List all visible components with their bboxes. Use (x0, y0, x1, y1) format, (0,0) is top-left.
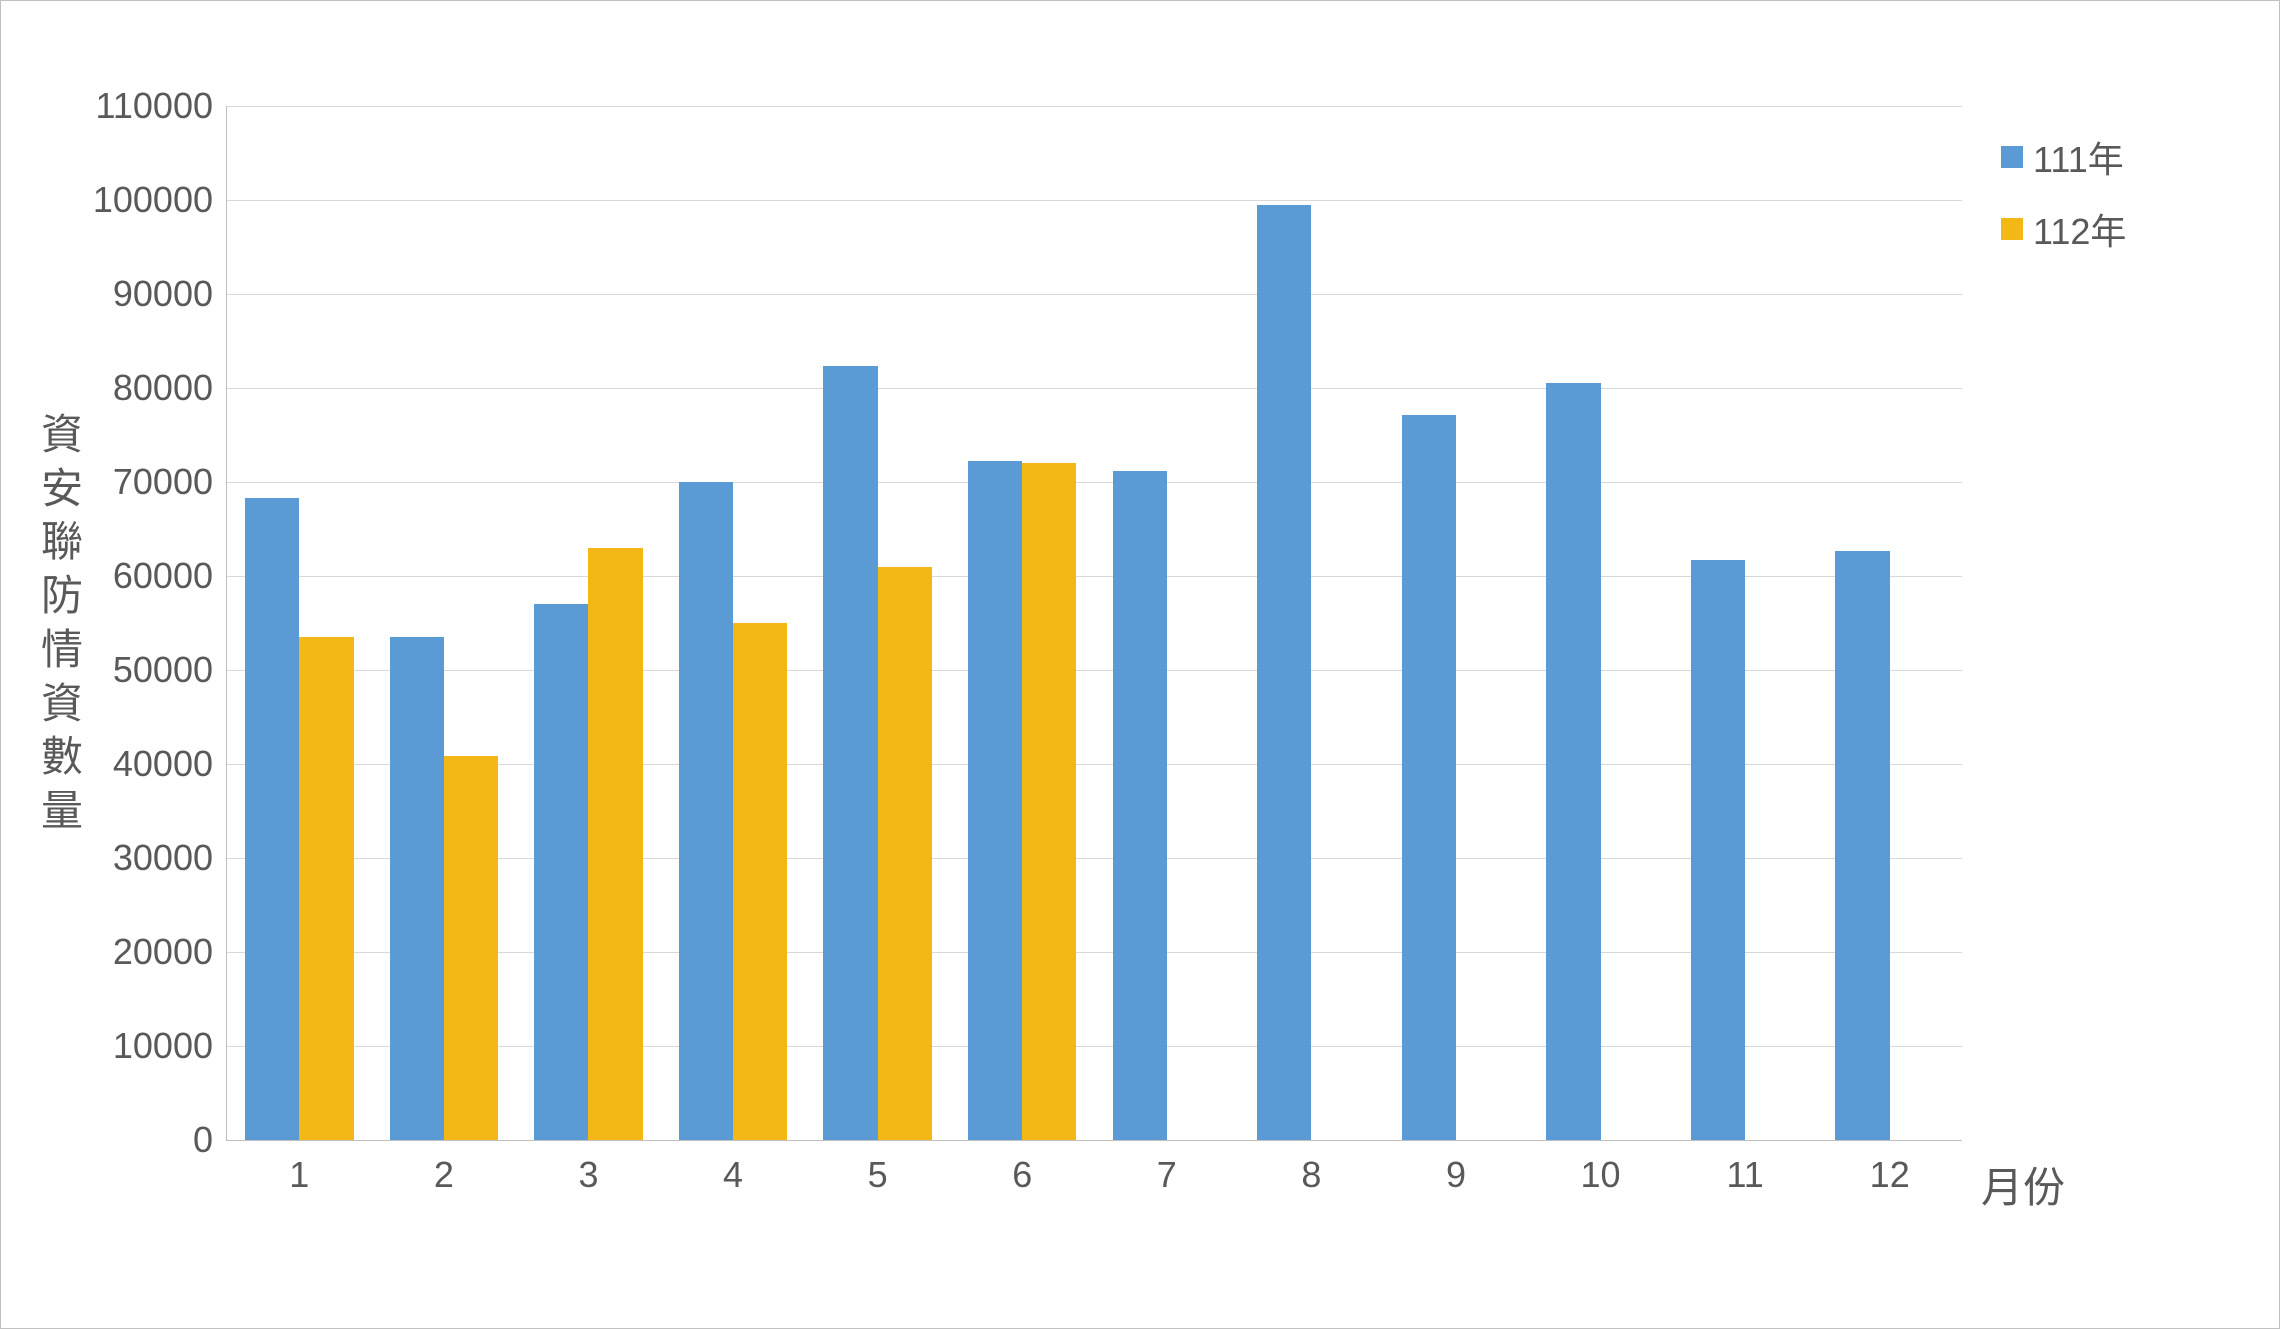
y-tick-label: 50000 (113, 649, 227, 691)
bar-111年-5 (823, 366, 877, 1140)
y-axis-title-char: 安 (41, 462, 83, 516)
x-tick-label: 12 (1870, 1140, 1910, 1196)
bar-112年-3 (588, 548, 642, 1140)
bar-111年-8 (1257, 205, 1311, 1140)
bar-111年-10 (1546, 383, 1600, 1140)
legend-label: 112年 (2033, 203, 2126, 255)
bar-111年-4 (679, 482, 733, 1140)
x-tick-label: 5 (868, 1140, 888, 1196)
bar-111年-9 (1402, 415, 1456, 1140)
bar-111年-1 (245, 498, 299, 1140)
bar-112年-2 (444, 756, 498, 1140)
x-tick-label: 10 (1581, 1140, 1621, 1196)
gridline (227, 200, 1962, 201)
x-axis-title: 月份 (1981, 1154, 2065, 1215)
bar-111年-3 (534, 604, 588, 1140)
gridline (227, 482, 1962, 483)
y-tick-label: 40000 (113, 743, 227, 785)
y-axis-title-char: 資 (41, 408, 83, 462)
bar-111年-6 (968, 461, 1022, 1140)
legend-swatch (2001, 218, 2023, 240)
plot-area: 0100002000030000400005000060000700008000… (226, 106, 1962, 1141)
x-tick-label: 7 (1157, 1140, 1177, 1196)
legend-item-112年: 112年 (2001, 203, 2126, 255)
x-tick-label: 1 (289, 1140, 309, 1196)
x-tick-label: 11 (1726, 1140, 1763, 1196)
y-tick-label: 110000 (96, 85, 227, 127)
bar-111年-11 (1691, 560, 1745, 1140)
x-tick-label: 4 (723, 1140, 743, 1196)
y-tick-label: 60000 (113, 555, 227, 597)
x-tick-label: 3 (578, 1140, 598, 1196)
y-axis-title-char: 量 (41, 784, 83, 838)
legend-label: 111年 (2033, 131, 2124, 183)
y-axis-title-char: 防 (41, 569, 83, 623)
bar-111年-2 (390, 637, 444, 1140)
y-axis-title-char: 資 (41, 677, 83, 731)
bar-111年-12 (1835, 551, 1889, 1140)
x-tick-label: 6 (1012, 1140, 1032, 1196)
x-tick-label: 8 (1301, 1140, 1321, 1196)
x-tick-label: 9 (1446, 1140, 1466, 1196)
bar-112年-1 (299, 637, 353, 1140)
y-axis-title-char: 聯 (41, 515, 83, 569)
bar-112年-5 (878, 567, 932, 1140)
y-tick-label: 90000 (113, 273, 227, 315)
gridline (227, 294, 1962, 295)
bar-112年-4 (733, 623, 787, 1140)
gridline (227, 106, 1962, 107)
y-tick-label: 30000 (113, 837, 227, 879)
legend: 111年 112年 (2001, 131, 2126, 255)
chart-container: 資安聯防情資數量 0100002000030000400005000060000… (0, 0, 2280, 1329)
y-axis-title-char: 情 (41, 623, 83, 677)
x-tick-label: 2 (434, 1140, 454, 1196)
legend-swatch (2001, 146, 2023, 168)
y-axis-title-char: 數 (41, 730, 83, 784)
bar-112年-6 (1022, 463, 1076, 1140)
y-tick-label: 20000 (113, 931, 227, 973)
y-tick-label: 70000 (113, 461, 227, 503)
gridline (227, 388, 1962, 389)
legend-item-111年: 111年 (2001, 131, 2126, 183)
bar-111年-7 (1113, 471, 1167, 1140)
y-tick-label: 80000 (113, 367, 227, 409)
y-tick-label: 10000 (113, 1025, 227, 1067)
y-tick-label: 0 (193, 1119, 227, 1161)
y-tick-label: 100000 (93, 179, 227, 221)
y-axis-title: 資安聯防情資數量 (41, 408, 83, 838)
